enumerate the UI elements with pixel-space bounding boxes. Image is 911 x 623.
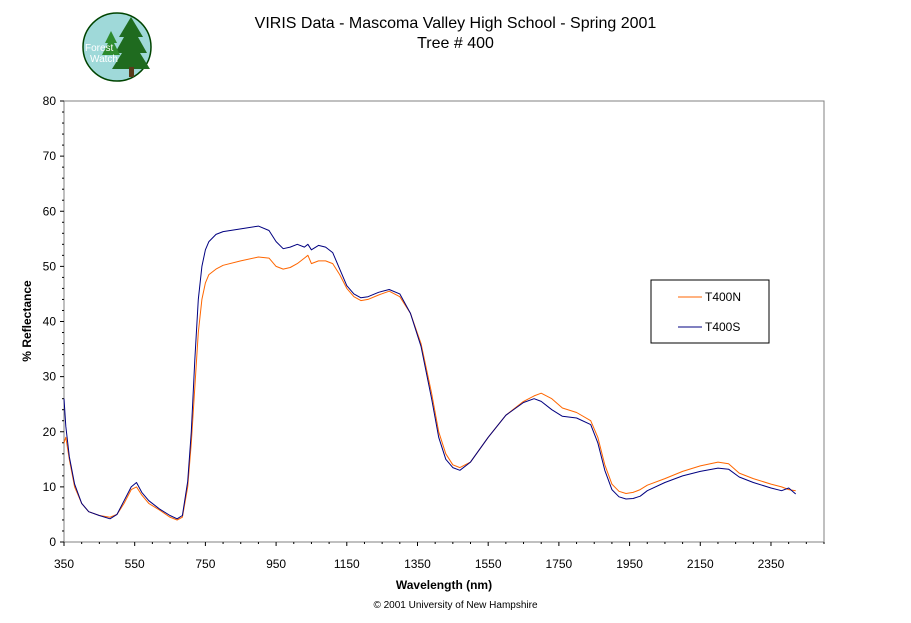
x-tick-label: 950	[266, 557, 286, 571]
legend-label-t400n: T400N	[705, 290, 741, 304]
series-line-t400n	[63, 254, 796, 521]
x-tick-label: 550	[125, 557, 145, 571]
x-tick-label: 1350	[404, 557, 431, 571]
y-tick-label: 0	[49, 535, 56, 549]
y-axis-label: % Reflectance	[20, 280, 34, 362]
x-tick-label: 350	[54, 557, 74, 571]
chart-title: VIRIS Data - Mascoma Valley High School …	[254, 15, 657, 32]
legend-label-t400s: T400S	[705, 320, 740, 334]
y-tick-label: 60	[43, 204, 57, 218]
logo-text-forest: Forest	[85, 43, 114, 54]
y-tick-label: 20	[43, 425, 57, 439]
x-axis-label: Wavelength (nm)	[396, 578, 492, 592]
x-tick-label: 750	[195, 557, 215, 571]
y-tick-label: 80	[43, 94, 57, 108]
x-tick-label: 1550	[475, 557, 502, 571]
forest-watch-logo: Forest Watch	[82, 12, 152, 82]
logo-text-watch: Watch	[90, 54, 118, 65]
x-tick-label: 1950	[616, 557, 643, 571]
legend-box	[650, 279, 770, 344]
axes: 0 10 20 30 40 50 60 70 80 350 550 750 950 1150 1350 155…	[43, 94, 825, 571]
y-tick-label: 50	[43, 259, 57, 273]
series-layer	[63, 225, 797, 521]
x-tick-label: 2350	[758, 557, 785, 571]
x-tick-label: 1750	[546, 557, 573, 571]
y-tick-label: 40	[43, 315, 57, 329]
copyright-footer: © 2001 University of New Hampshire	[373, 600, 538, 611]
x-tick-label: 1150	[334, 557, 360, 571]
y-tick-label: 30	[43, 370, 57, 384]
y-tick-label: 10	[43, 480, 57, 494]
series-line-t400s	[63, 225, 797, 520]
y-tick-label: 70	[43, 149, 57, 163]
x-tick-label: 2150	[687, 557, 714, 571]
chart-subtitle: Tree # 400	[417, 35, 494, 52]
chart-title-block: VIRIS Data - Mascoma Valley High School …	[0, 14, 911, 54]
legend: T400N T400S	[650, 279, 770, 344]
